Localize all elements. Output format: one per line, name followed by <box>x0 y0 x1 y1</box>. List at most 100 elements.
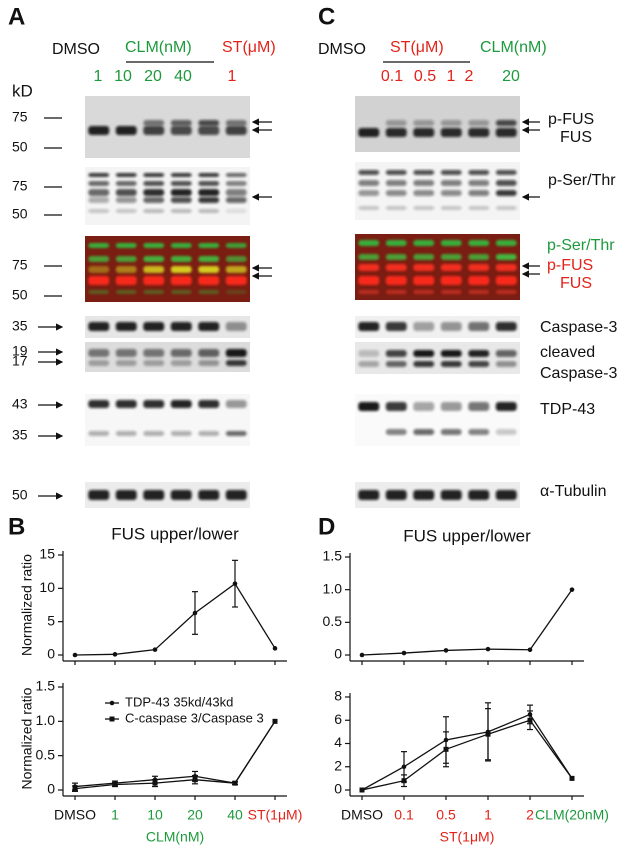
blot-band <box>143 256 165 262</box>
blot-band <box>495 490 517 500</box>
blot-band <box>440 290 462 294</box>
blot-band <box>385 350 407 357</box>
blot-band <box>115 209 137 213</box>
blot-band <box>143 290 165 294</box>
blot-band <box>115 490 137 500</box>
blot-band <box>385 120 407 126</box>
band-label: p-Ser/Thr <box>547 237 615 254</box>
series-line <box>74 720 276 788</box>
blot-band <box>170 189 192 196</box>
blot-band <box>495 290 517 294</box>
blot-band <box>115 126 137 135</box>
lane-label: 1 <box>94 68 103 85</box>
header-label: CLM(nM) <box>480 39 547 56</box>
point <box>527 647 533 653</box>
blot-band <box>115 290 137 294</box>
blot-band <box>225 360 247 366</box>
point <box>152 647 158 652</box>
blot-band <box>115 256 137 262</box>
blot-band <box>170 266 192 273</box>
blot-background <box>355 482 520 508</box>
point <box>192 777 198 783</box>
blot-band <box>495 206 517 210</box>
blot-band <box>198 290 220 294</box>
blot-band <box>495 128 517 137</box>
blot-band <box>495 322 517 331</box>
blot-band <box>143 197 165 203</box>
blot-band <box>115 266 137 273</box>
blot-band <box>170 276 192 285</box>
blot-band <box>88 266 110 273</box>
y-axis-label: Normalized ratio <box>19 554 35 656</box>
lane-label: 1 <box>228 68 237 85</box>
chart-title: FUS upper/lower <box>111 524 239 543</box>
y-tick-label: 10 <box>39 579 55 595</box>
band-label: p-FUS <box>548 111 594 128</box>
blot-band <box>413 240 435 246</box>
blot-band <box>198 126 220 135</box>
blot-band <box>115 322 137 331</box>
x-tick-label: 40 <box>227 807 243 823</box>
blot-band <box>143 349 165 357</box>
marker-label: 75 <box>12 178 28 194</box>
blot-band <box>88 189 110 196</box>
panel-letter: D <box>318 513 335 540</box>
series-line <box>361 719 573 791</box>
point <box>401 764 407 770</box>
y-tick-label: 0 <box>47 646 55 662</box>
blot-band <box>198 173 220 177</box>
blot-band <box>358 190 380 196</box>
blot-band <box>88 276 110 285</box>
x-tick-label: 0.1 <box>394 807 414 823</box>
marker-label: 75 <box>12 257 28 273</box>
blot-band <box>413 490 435 500</box>
blot-band <box>495 180 517 186</box>
blot-band <box>468 350 490 357</box>
blot-band <box>225 400 247 408</box>
blot-band <box>88 431 110 436</box>
blot-band <box>495 254 517 260</box>
blot-band <box>198 360 220 366</box>
blot-band <box>385 190 407 196</box>
blot-band <box>495 240 517 246</box>
point <box>569 587 575 592</box>
blot-band <box>468 276 490 285</box>
blot-band <box>413 350 435 357</box>
blot-band <box>170 400 192 408</box>
blot-band <box>198 431 220 436</box>
blot-band <box>225 431 247 436</box>
blot-band <box>143 276 165 285</box>
band-label: p-Ser/Thr <box>548 172 616 189</box>
blot-band <box>170 181 192 186</box>
point <box>401 778 407 784</box>
point <box>485 646 491 652</box>
blot-band <box>170 431 192 436</box>
blot-band <box>440 120 462 126</box>
blot-band <box>88 173 110 177</box>
y-tick-label: 0 <box>47 781 55 797</box>
blot-band <box>440 170 462 175</box>
blot-band <box>115 360 137 366</box>
blot-band <box>385 276 407 285</box>
y-tick-label: 1.0 <box>323 580 343 596</box>
blot-band <box>468 240 490 246</box>
series-line <box>74 720 276 790</box>
blot-band <box>143 120 165 126</box>
blot-band <box>440 190 462 196</box>
blot-band <box>385 128 407 137</box>
blot-band <box>225 243 247 248</box>
blot-band <box>358 290 380 294</box>
blot-band <box>143 173 165 177</box>
blot-background <box>355 96 520 152</box>
x-axis-label: CLM(nM) <box>146 829 204 845</box>
blot-band <box>385 361 407 367</box>
blot-band <box>440 240 462 246</box>
blot-band <box>225 126 247 135</box>
point <box>272 718 278 724</box>
marker-label: 35 <box>12 427 28 443</box>
point <box>232 581 238 586</box>
blot-band <box>198 400 220 408</box>
blot-band <box>468 180 490 186</box>
blot-band <box>143 181 165 186</box>
